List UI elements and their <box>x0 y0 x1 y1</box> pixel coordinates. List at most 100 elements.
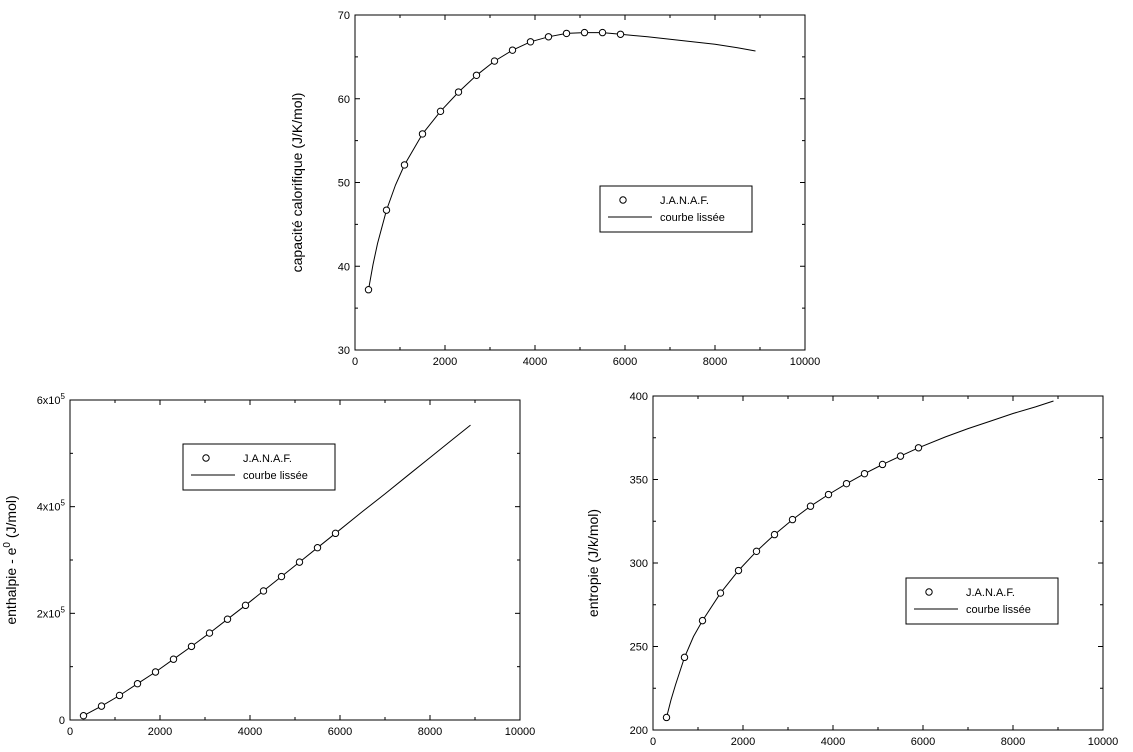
x-tick-label: 0 <box>67 726 73 738</box>
x-tick-label: 2000 <box>731 736 755 748</box>
data-point-janaf <box>382 206 391 214</box>
data-point-janaf <box>295 558 304 566</box>
data-point-janaf <box>824 490 833 499</box>
data-point-janaf <box>205 629 214 637</box>
data-point-janaf <box>472 71 481 80</box>
data-point-janaf <box>734 566 743 575</box>
x-tick-label: 8000 <box>703 356 727 368</box>
x-tick-label: 8000 <box>418 726 442 738</box>
data-point-janaf <box>598 28 607 37</box>
chart-1: 0 2000 4000 6000 8000 10000 30 40 50 60 70 capacité… <box>289 10 820 368</box>
data-point-janaf <box>896 452 905 460</box>
data-point-janaf <box>788 515 797 524</box>
data-point-janaf <box>151 668 160 676</box>
data-point-janaf <box>364 286 373 294</box>
series-line-courbe-lissee <box>666 400 1054 718</box>
data-point-janaf <box>436 107 445 116</box>
data-point-janaf <box>241 601 250 610</box>
data-point-janaf <box>878 460 887 469</box>
y-tick-label: 300 <box>630 558 648 570</box>
data-point-janaf <box>418 130 427 138</box>
legend-marker-janaf <box>202 454 210 462</box>
y-tick-label: 60 <box>338 94 350 106</box>
y-axis-label: entropie (J/k/mol) <box>585 509 601 617</box>
y-tick-label: 70 <box>338 10 350 22</box>
data-point-janaf <box>187 642 196 651</box>
legend-label: courbe lissée <box>243 470 308 482</box>
legend-box <box>182 443 336 491</box>
legend-label: J.A.N.A.F. <box>966 587 1015 599</box>
data-point-janaf <box>806 502 815 510</box>
x-tick-label: 2000 <box>148 726 172 738</box>
x-tick-label: 2000 <box>433 356 457 368</box>
y-axis-label: capacité calorifique (J/K/mol) <box>289 93 305 273</box>
data-point-janaf <box>169 655 178 663</box>
y-tick-label: 250 <box>630 642 648 654</box>
data-point-janaf <box>616 30 625 38</box>
legend-label: J.A.N.A.F. <box>243 453 292 465</box>
x-tick-label: 6000 <box>328 726 352 738</box>
data-point-janaf <box>115 691 124 700</box>
chart-3: 0 2000 4000 6000 8000 10000 200 250 300 350 400 ent… <box>585 391 1118 748</box>
x-tick-label: 0 <box>650 736 656 748</box>
data-point-janaf <box>680 653 689 662</box>
data-point-janaf <box>860 469 869 478</box>
x-tick-label: 6000 <box>911 736 935 748</box>
data-point-janaf <box>662 713 671 722</box>
y-tick-label: 40 <box>338 261 350 273</box>
y-tick-label: 200 <box>630 725 648 737</box>
data-point-janaf <box>914 444 923 452</box>
data-point-janaf <box>490 57 499 65</box>
x-tick-label: 4000 <box>523 356 547 368</box>
data-point-janaf <box>79 712 88 720</box>
legend: J.A.N.A.F. courbe lissée <box>599 185 753 233</box>
data-point-janaf <box>454 88 463 96</box>
data-point-janaf <box>508 46 517 54</box>
legend: J.A.N.A.F. courbe lissée <box>182 443 336 491</box>
data-point-janaf <box>223 615 232 623</box>
x-tick-label: 8000 <box>1001 736 1025 748</box>
chart-2: 0 2000 4000 6000 8000 10000 0 2x105 4x105 6x105 en… <box>2 392 535 738</box>
y-axis-label: enthalpie - e0 (J/mol) <box>2 495 19 624</box>
y-tick-label: 6x105 <box>37 392 66 407</box>
data-point-janaf <box>842 479 851 488</box>
legend-label: courbe lissée <box>966 604 1031 616</box>
data-point-janaf <box>331 529 340 538</box>
y-tick-label: 350 <box>630 475 648 487</box>
data-point-janaf <box>526 38 535 46</box>
data-point-janaf <box>770 530 779 539</box>
legend-label: courbe lissée <box>660 212 725 224</box>
x-tick-label: 10000 <box>505 726 536 738</box>
x-tick-label: 4000 <box>238 726 262 738</box>
legend-box <box>905 577 1059 625</box>
legend-marker-janaf <box>619 196 627 204</box>
legend-box <box>599 185 753 233</box>
y-tick-label: 2x105 <box>37 605 66 620</box>
data-point-janaf <box>752 547 761 556</box>
data-point-janaf <box>698 616 707 625</box>
x-tick-label: 4000 <box>821 736 845 748</box>
data-point-janaf <box>259 587 268 595</box>
data-point-janaf <box>97 702 106 710</box>
data-point-janaf <box>313 544 322 552</box>
plot-frame <box>652 395 1104 731</box>
y-tick-label: 50 <box>338 178 350 190</box>
data-point-janaf <box>544 33 553 41</box>
x-tick-label: 10000 <box>790 356 821 368</box>
data-point-janaf <box>716 589 725 597</box>
data-point-janaf <box>277 572 286 581</box>
legend: J.A.N.A.F. courbe lissée <box>905 577 1059 625</box>
legend-label: J.A.N.A.F. <box>660 195 709 207</box>
series-line-courbe-lissee <box>368 32 756 290</box>
legend-marker-janaf <box>925 588 933 596</box>
data-point-janaf <box>580 28 589 37</box>
y-tick-label: 30 <box>338 345 350 357</box>
data-point-janaf <box>133 680 142 688</box>
x-tick-label: 0 <box>352 356 358 368</box>
y-tick-label: 400 <box>630 391 648 403</box>
data-point-janaf <box>400 161 409 169</box>
y-tick-label: 4x105 <box>37 499 66 514</box>
y-tick-label: 0 <box>59 715 65 727</box>
data-point-janaf <box>562 29 571 38</box>
